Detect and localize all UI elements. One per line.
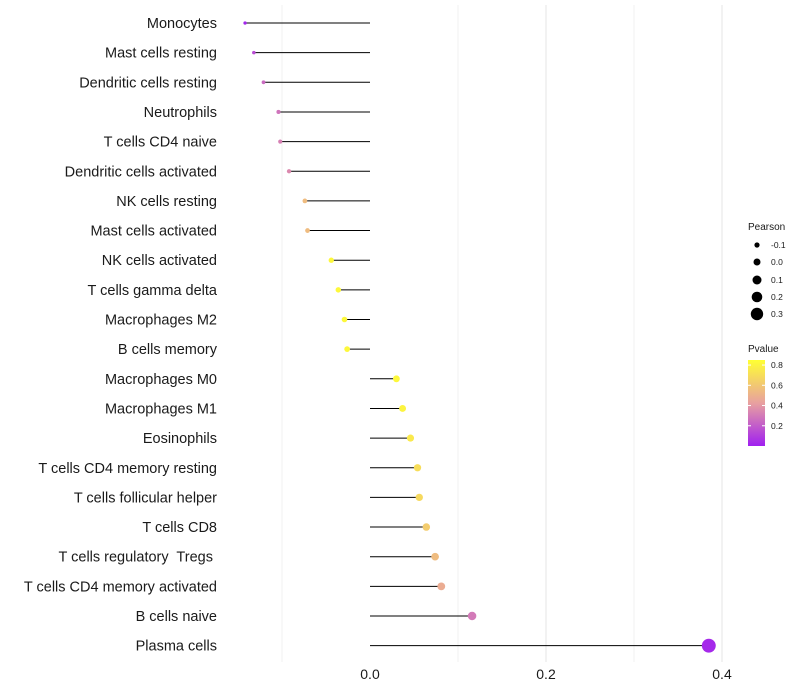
lollipop-point bbox=[328, 257, 334, 263]
category-label: Eosinophils bbox=[143, 431, 217, 447]
lollipop-point bbox=[286, 169, 292, 174]
colorbar-label: 0.2 bbox=[771, 421, 783, 431]
lollipop-point bbox=[431, 552, 439, 561]
size-legend-label: -0.1 bbox=[771, 240, 786, 250]
lollipop-point bbox=[344, 346, 350, 352]
lollipop-point bbox=[399, 404, 407, 412]
size-legend-key bbox=[754, 242, 760, 248]
category-label: T cells CD4 memory resting bbox=[38, 461, 217, 477]
category-label: B cells memory bbox=[118, 342, 218, 358]
category-label: NK cells activated bbox=[102, 253, 217, 269]
category-label: T cells CD8 bbox=[142, 520, 217, 536]
lollipop-point bbox=[406, 434, 415, 442]
category-label: T cells CD4 naive bbox=[104, 135, 217, 151]
lollipop-point bbox=[413, 464, 422, 472]
category-labels: Monocytes Mast cells resting Dendritic cel… bbox=[24, 16, 218, 655]
colorbar-label: 0.6 bbox=[771, 380, 783, 390]
size-legend-label: 0.2 bbox=[771, 292, 783, 302]
lollipop-point bbox=[305, 228, 310, 233]
lollipop-point bbox=[276, 109, 281, 115]
size-legend-key bbox=[750, 307, 764, 321]
lollipop-point bbox=[252, 50, 256, 55]
size-legend-label: 0.1 bbox=[771, 275, 783, 285]
category-label: Dendritic cells activated bbox=[65, 164, 217, 180]
x-tick-label: 0.0 bbox=[360, 666, 380, 682]
pearson-legend-title: Pearson bbox=[748, 222, 785, 233]
x-tick-label: 0.2 bbox=[536, 666, 556, 682]
size-legend-key bbox=[753, 258, 761, 266]
lollipop-point bbox=[393, 375, 400, 383]
category-label: T cells gamma delta bbox=[88, 283, 218, 299]
colorbar-label: 0.4 bbox=[771, 401, 783, 411]
pvalue-color-legend: Pvalue 0.2 0.4 0.6 0.8 bbox=[748, 344, 783, 446]
lollipop-point bbox=[261, 80, 266, 85]
lollipop-point bbox=[302, 198, 308, 204]
size-legend-key bbox=[751, 291, 763, 303]
category-label: T cells regulatory Tregs bbox=[59, 550, 218, 566]
size-legend-label: 0.3 bbox=[771, 309, 783, 319]
category-label: Macrophages M2 bbox=[105, 313, 217, 329]
x-axis-ticks: 0.0 0.2 0.4 bbox=[360, 666, 732, 682]
category-label: Dendritic cells resting bbox=[79, 75, 217, 91]
category-label: Neutrophils bbox=[144, 105, 217, 121]
lollipop-stems bbox=[245, 22, 709, 647]
category-label: T cells CD4 memory activated bbox=[24, 579, 217, 595]
lollipop-points bbox=[243, 21, 716, 653]
pearson-size-legend: Pearson -0.1 0.0 0.1 0.2 0.3 bbox=[748, 222, 786, 321]
x-tick-label: 0.4 bbox=[712, 666, 732, 682]
category-label: T cells follicular helper bbox=[74, 490, 217, 506]
pvalue-colorbar bbox=[748, 360, 765, 446]
size-legend-label: 0.0 bbox=[771, 257, 783, 267]
grid-lines bbox=[281, 5, 723, 662]
lollipop-point bbox=[243, 21, 247, 25]
category-label: Macrophages M0 bbox=[105, 372, 217, 388]
category-label: Plasma cells bbox=[136, 639, 217, 655]
pvalue-legend-title: Pvalue bbox=[748, 344, 779, 355]
lollipop-point bbox=[467, 611, 477, 621]
category-label: NK cells resting bbox=[116, 194, 217, 210]
category-label: Macrophages M1 bbox=[105, 401, 217, 417]
category-label: Mast cells activated bbox=[90, 224, 217, 240]
lollipop-point bbox=[278, 139, 283, 144]
lollipop-point bbox=[335, 287, 342, 293]
lollipop-point bbox=[701, 638, 716, 653]
lollipop-point bbox=[437, 582, 446, 591]
size-legend-key bbox=[752, 275, 762, 285]
lollipop-point bbox=[422, 523, 431, 531]
lollipop-point bbox=[415, 493, 423, 502]
lollipop-point bbox=[341, 316, 348, 323]
colorbar-label: 0.8 bbox=[771, 360, 783, 370]
category-label: B cells naive bbox=[136, 609, 217, 625]
category-label: Mast cells resting bbox=[105, 46, 217, 62]
category-label: Monocytes bbox=[147, 16, 217, 32]
